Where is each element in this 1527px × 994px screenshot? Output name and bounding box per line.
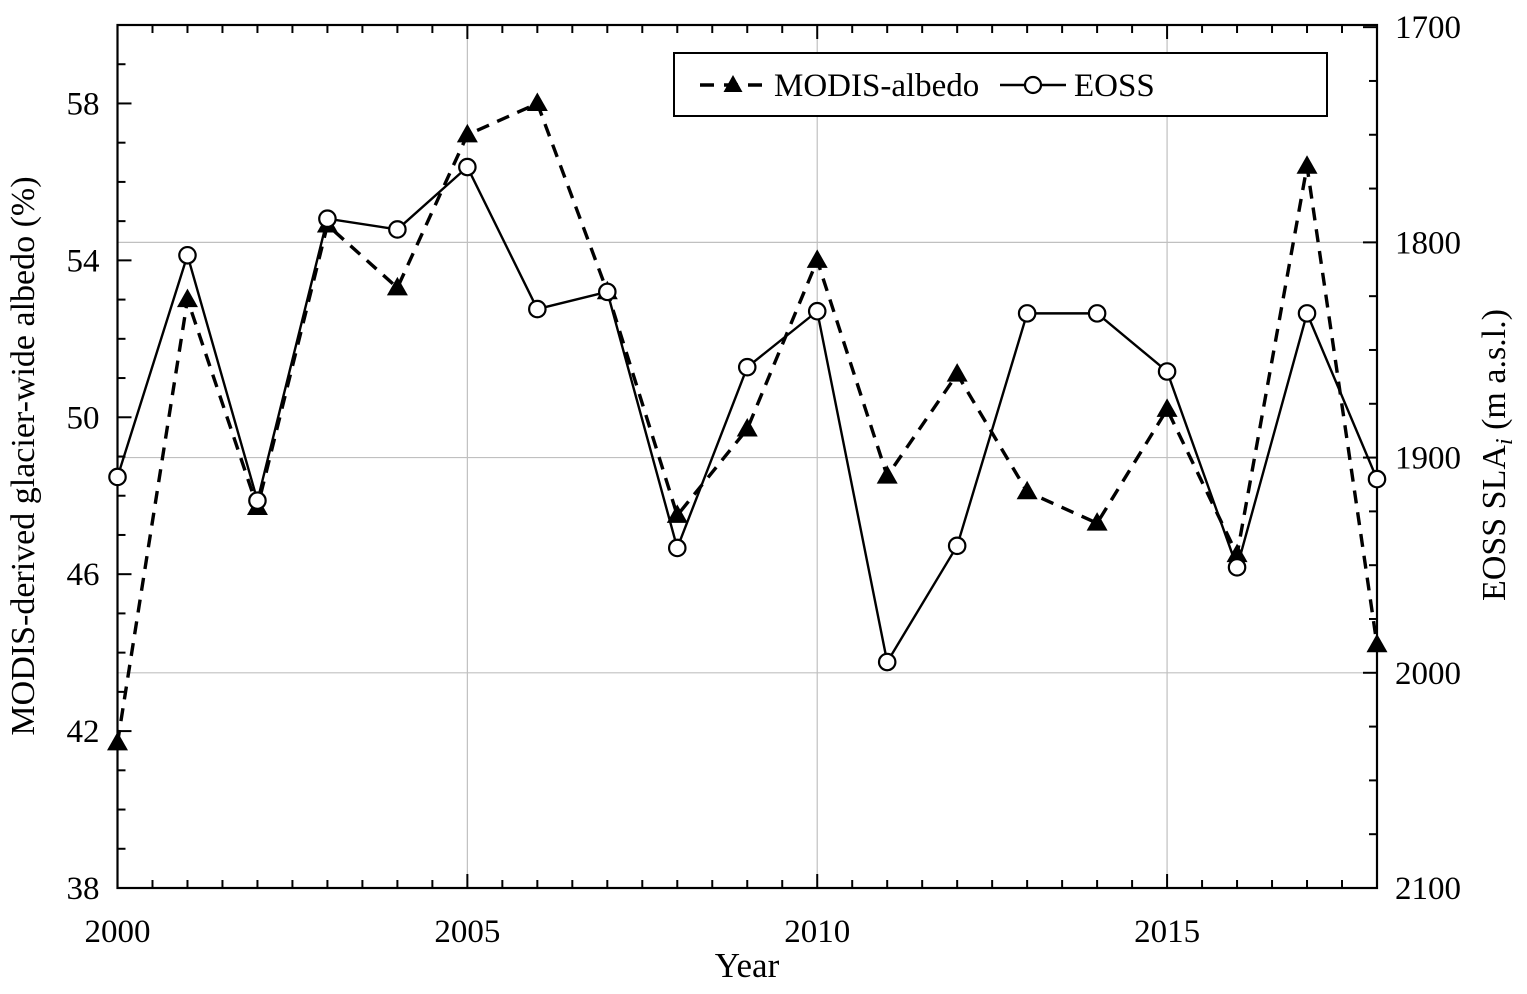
- legend-eoss-circle-icon: [1023, 75, 1043, 95]
- eoss-marker: [388, 220, 407, 239]
- left-axis-title: MODIS-derived glacier-wide albedo (%): [5, 176, 42, 735]
- left-tick-label: 38: [67, 871, 100, 907]
- right-tick-labels: 1700 1800 1900 2000 2100: [1395, 10, 1461, 907]
- eoss-marker: [1297, 304, 1317, 323]
- modis-marker: [876, 465, 898, 484]
- modis-marker: [1016, 480, 1038, 500]
- left-tick-label: 50: [67, 400, 100, 436]
- left-tick-label: 58: [67, 86, 100, 122]
- modis-marker: [1226, 543, 1248, 563]
- left-tick-labels: 38 42 46 50 54 58: [67, 86, 100, 907]
- legend-modis-triangle-icon: [723, 75, 743, 92]
- x-tick-label: 2010: [784, 914, 850, 950]
- modis-marker: [176, 288, 198, 308]
- x-tick-labels: 2000 2005 2010 2015: [85, 914, 1201, 950]
- eoss-marker: [458, 157, 477, 177]
- eoss-marker: [1087, 304, 1107, 323]
- eoss-marker: [877, 652, 897, 672]
- eoss-marker: [1227, 558, 1247, 577]
- eoss-marker: [248, 491, 267, 510]
- eoss-marker: [667, 538, 687, 558]
- modis-marker: [1366, 633, 1388, 653]
- eoss-marker: [1157, 362, 1177, 381]
- eoss-series: [108, 157, 1387, 672]
- eoss-marker: [737, 357, 757, 377]
- legend-modis-label: MODIS-albedo: [774, 68, 979, 104]
- eoss-marker: [807, 301, 827, 321]
- right-axis-title: EOSS SLAi (m a.s.l.): [1476, 309, 1518, 601]
- modis-marker: [736, 418, 758, 437]
- left-axis-ticks: [117, 24, 132, 889]
- right-axis-title-units: (m a.s.l.): [1476, 309, 1513, 438]
- modis-marker: [806, 249, 828, 268]
- eoss-marker: [528, 299, 547, 319]
- right-axis-title-subscript: i: [1492, 438, 1518, 445]
- eoss-marker: [947, 536, 967, 556]
- legend: MODIS-albedo EOSS: [673, 52, 1328, 117]
- x-axis-title: Year: [715, 946, 780, 985]
- x-tick-label: 2000: [85, 914, 151, 950]
- left-tick-label: 46: [67, 557, 100, 593]
- right-tick-label: 2100: [1395, 871, 1461, 907]
- modis-marker: [1086, 512, 1108, 531]
- right-axis-title-text: EOSS SLA: [1476, 445, 1513, 601]
- right-tick-label: 2000: [1395, 656, 1461, 692]
- right-tick-label: 1700: [1395, 10, 1461, 46]
- x-tick-label: 2005: [434, 914, 500, 950]
- eoss-marker: [598, 282, 617, 302]
- eoss-marker: [178, 245, 197, 265]
- modis-marker: [526, 92, 548, 111]
- eoss-marker: [108, 467, 127, 487]
- modis-marker: [107, 731, 128, 751]
- left-tick-label: 42: [67, 714, 100, 750]
- modis-marker: [666, 504, 688, 523]
- modis-marker: [456, 123, 478, 143]
- x-tick-label: 2015: [1134, 914, 1200, 950]
- right-tick-label: 1900: [1395, 441, 1461, 477]
- eoss-marker: [318, 209, 337, 228]
- modis-marker: [386, 276, 408, 296]
- legend-eoss-label: EOSS: [1074, 68, 1155, 104]
- axis-ticks: [116, 24, 1378, 889]
- modis-marker: [1296, 155, 1318, 174]
- left-tick-label: 54: [67, 243, 100, 279]
- right-tick-label: 1800: [1395, 225, 1461, 261]
- eoss-marker: [1017, 304, 1037, 323]
- legend-box: [673, 52, 1328, 117]
- right-axis-ticks: [1363, 26, 1377, 889]
- eoss-marker: [1367, 469, 1387, 489]
- modis-marker: [1156, 398, 1178, 417]
- modis-marker: [946, 363, 968, 382]
